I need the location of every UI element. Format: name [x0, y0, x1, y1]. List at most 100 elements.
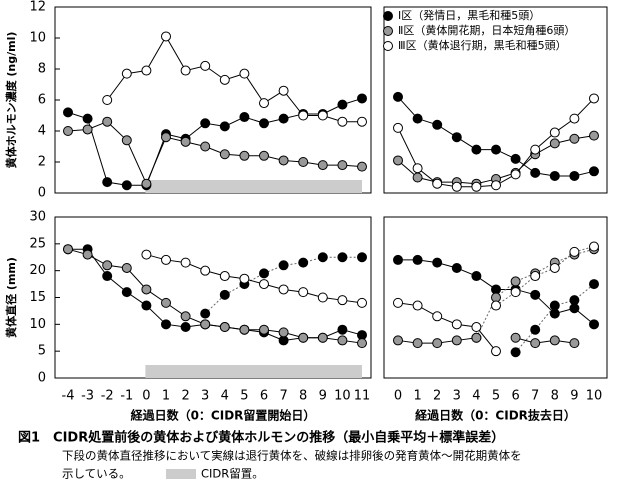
shade-legend	[166, 469, 196, 479]
figure-title: 図1 CIDR処置前後の黄体および黄体ホルモンの推移（最小自乗平均＋標準誤差）	[18, 430, 504, 446]
data-point	[451, 335, 462, 346]
data-point	[82, 113, 93, 124]
data-point	[491, 180, 501, 191]
data-point	[259, 98, 269, 109]
data-point	[63, 107, 73, 118]
data-point	[82, 124, 93, 135]
x-tick-label: 7	[531, 389, 539, 404]
data-point	[432, 178, 443, 189]
data-point	[549, 335, 560, 346]
data-point	[278, 113, 289, 124]
data-point	[298, 110, 309, 121]
figure-note: 下段の黄体直径推移において実線は退行黄体を、破線は排卵後の発育黄体～開花期黄体を	[62, 449, 522, 463]
data-point	[589, 93, 599, 104]
legend-label: Ⅱ区（黄体開花期，日本短角種6頭）	[398, 23, 575, 37]
data-point	[200, 319, 211, 330]
data-point	[451, 262, 462, 273]
data-point	[530, 324, 541, 335]
data-point	[102, 271, 113, 282]
data-point	[471, 322, 482, 333]
data-point	[63, 126, 73, 136]
y-tick-label: 0	[38, 186, 46, 201]
data-point	[412, 172, 423, 183]
data-point	[412, 338, 423, 349]
data-point	[82, 249, 93, 260]
data-point	[317, 292, 328, 303]
data-point	[141, 284, 152, 295]
data-point	[491, 300, 501, 311]
x-tick-label: -1	[120, 389, 133, 404]
data-point	[491, 346, 501, 357]
data-point	[219, 271, 230, 282]
data-point	[510, 287, 521, 298]
data-point	[180, 322, 191, 333]
y-tick-label: 12	[29, 0, 46, 15]
data-point	[589, 241, 599, 252]
data-point	[298, 287, 309, 298]
data-point	[530, 144, 541, 155]
data-point	[471, 144, 482, 155]
data-point	[259, 324, 269, 335]
data-point	[569, 303, 580, 314]
cidr-shade	[145, 365, 362, 378]
data-point	[530, 338, 541, 349]
y-tick-label: 25	[29, 236, 46, 251]
data-point	[432, 338, 443, 349]
data-point	[432, 311, 443, 322]
x-tick-label: 6	[511, 389, 519, 404]
data-point	[491, 144, 501, 155]
data-point	[569, 338, 580, 349]
x-tick-label: 4	[472, 389, 480, 404]
data-point	[141, 300, 152, 311]
y-tick-label: 0	[38, 371, 46, 386]
legend-label: Ⅰ区（発情日，黒毛和種5頭）	[398, 8, 540, 22]
x-tick-label: -4	[62, 389, 75, 404]
data-point	[239, 112, 250, 123]
data-point	[121, 135, 132, 146]
data-point	[412, 254, 423, 265]
data-point	[121, 262, 132, 273]
x-tick-label: 0	[394, 389, 402, 404]
data-point	[589, 166, 599, 177]
x-tick-label: 9	[319, 389, 327, 404]
x-tick-label: 11	[354, 389, 371, 404]
data-point	[161, 31, 171, 42]
data-point	[239, 324, 250, 335]
x-tick-label: 7	[279, 389, 287, 404]
series-line	[67, 121, 363, 185]
data-point	[569, 246, 580, 257]
data-point	[102, 260, 113, 271]
data-point	[569, 113, 580, 124]
x-tick-label: 8	[299, 389, 307, 404]
shade-label: CIDR留置。	[201, 467, 264, 481]
data-point	[510, 153, 521, 164]
data-point	[337, 295, 348, 306]
data-point	[357, 116, 367, 127]
data-point	[549, 138, 560, 149]
data-point	[200, 308, 211, 319]
data-point	[471, 332, 482, 343]
data-point	[121, 287, 132, 298]
data-point	[180, 136, 191, 147]
data-point	[530, 289, 541, 300]
x-tick-label: 3	[453, 389, 461, 404]
data-point	[432, 119, 443, 130]
x-tick-label: 2	[181, 389, 189, 404]
data-point	[569, 133, 580, 144]
series-line	[397, 96, 595, 177]
y-tick-label: 20	[29, 263, 46, 278]
data-point	[412, 113, 423, 124]
data-point	[317, 332, 328, 343]
data-point	[357, 297, 367, 308]
data-point	[200, 60, 211, 71]
y-tick-label: 5	[38, 344, 46, 359]
data-point	[219, 74, 230, 85]
data-point	[589, 319, 599, 330]
data-point	[451, 319, 462, 330]
data-point	[278, 155, 289, 166]
x-tick-label: 2	[433, 389, 441, 404]
data-point	[530, 167, 541, 178]
data-point	[219, 121, 230, 132]
y-tick-label: 4	[38, 124, 46, 139]
data-point	[337, 335, 348, 346]
